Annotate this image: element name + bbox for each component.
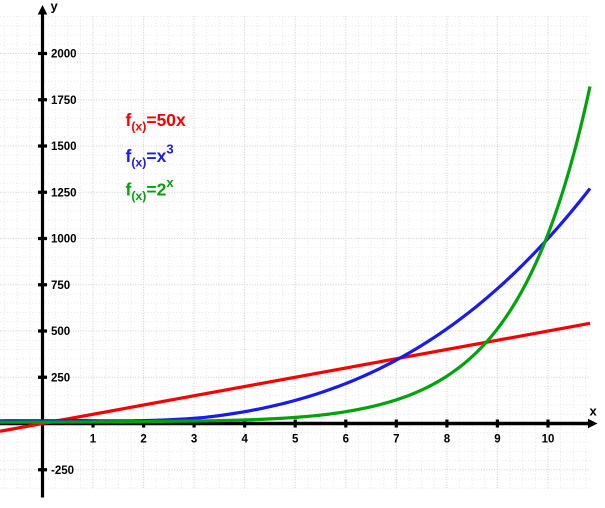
svg-text:5: 5 bbox=[292, 434, 299, 446]
svg-text:8: 8 bbox=[444, 434, 451, 446]
svg-text:9: 9 bbox=[494, 434, 500, 446]
svg-text:250: 250 bbox=[51, 372, 70, 384]
svg-text:750: 750 bbox=[51, 280, 70, 292]
svg-text:6: 6 bbox=[343, 434, 349, 446]
svg-text:2: 2 bbox=[140, 434, 146, 446]
svg-text:7: 7 bbox=[393, 434, 399, 446]
svg-text:10: 10 bbox=[542, 434, 555, 446]
svg-text:f(x)=x3: f(x)=x3 bbox=[126, 142, 174, 170]
svg-text:1000: 1000 bbox=[51, 234, 77, 246]
svg-text:1: 1 bbox=[90, 434, 97, 446]
svg-text:2000: 2000 bbox=[51, 49, 77, 61]
svg-text:y: y bbox=[51, 0, 59, 14]
svg-text:x: x bbox=[590, 404, 598, 419]
svg-text:500: 500 bbox=[51, 326, 70, 338]
svg-text:-250: -250 bbox=[51, 465, 74, 477]
svg-text:3: 3 bbox=[191, 434, 197, 446]
svg-text:1250: 1250 bbox=[51, 187, 77, 199]
svg-text:4: 4 bbox=[241, 434, 248, 446]
svg-text:1750: 1750 bbox=[51, 95, 77, 107]
svg-text:1500: 1500 bbox=[51, 141, 77, 153]
